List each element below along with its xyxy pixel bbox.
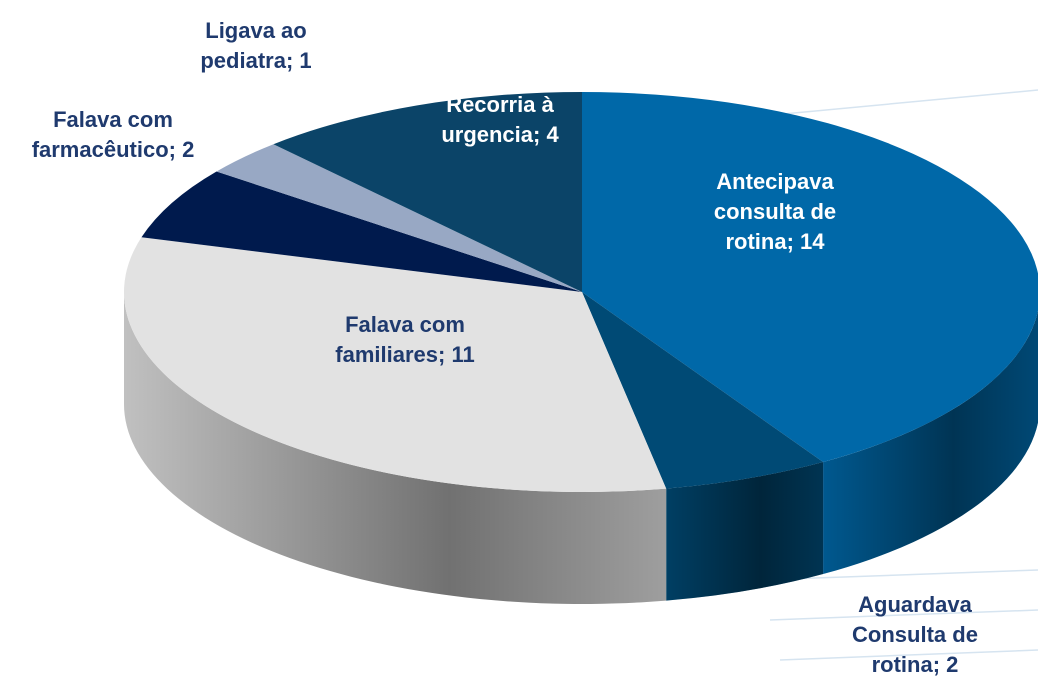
data-label: Falava com familiares; 11 xyxy=(335,312,475,367)
side-shade xyxy=(666,462,824,601)
data-label: Falava com farmacêutico; 2 xyxy=(31,107,195,162)
data-label: Aguardava Consulta de rotina; 2 xyxy=(852,592,978,677)
side-shade xyxy=(124,292,667,604)
side-shade xyxy=(823,310,1038,575)
slice xyxy=(273,92,582,292)
data-label: Recorria à urgencia; 4 xyxy=(441,92,559,147)
slice xyxy=(216,144,582,292)
slice xyxy=(582,292,824,489)
slice xyxy=(141,171,582,292)
data-label: Antecipava consulta de rotina; 14 xyxy=(713,169,837,254)
slice xyxy=(582,92,1038,463)
data-label: Ligava ao pediatra; 1 xyxy=(200,18,312,73)
slice xyxy=(124,237,667,493)
